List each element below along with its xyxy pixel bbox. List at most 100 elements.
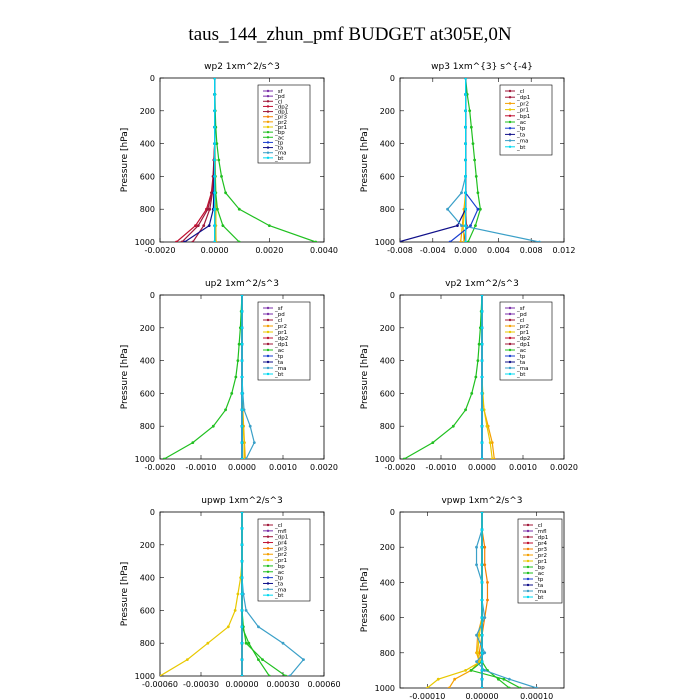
legend-marker-tp [508, 127, 512, 130]
legend-marker-dp1 [526, 535, 530, 539]
series-line-dp1 [181, 78, 216, 242]
y-tick-label: 800 [140, 639, 155, 648]
legend-marker-dp1 [508, 96, 512, 99]
series-point-bt [213, 207, 217, 211]
series-point-bt [213, 175, 217, 178]
legend-marker-dp1 [266, 342, 270, 346]
y-tick-label: 400 [140, 574, 155, 583]
legend-marker-cl [526, 523, 530, 527]
legend-marker-pr2 [266, 120, 270, 124]
legend-label: _cl [274, 318, 283, 324]
series-point-bt [240, 512, 244, 514]
legend: _sf_pd_cl_pr2_pr1_dp2_dp1_ac_tp_ta_ma_bt [499, 301, 553, 381]
series-point-pr3 [483, 545, 487, 549]
series-point-ta [183, 240, 186, 242]
legend-label: _dp1 [274, 342, 288, 348]
series-group [402, 295, 496, 459]
series-point-pr1 [482, 408, 486, 412]
legend-marker-pr2 [266, 553, 270, 556]
series-point-bt [480, 375, 484, 379]
legend-label: _pr3 [534, 547, 548, 553]
series-point-ma [302, 658, 305, 661]
legend-label: _dp1 [516, 342, 530, 348]
series-point-pr1 [436, 677, 440, 681]
series-point-pr2 [490, 441, 494, 444]
legend-label: _bt [274, 372, 284, 378]
legend-marker-pr2 [266, 324, 270, 328]
series-point-bt [480, 616, 484, 619]
legend-marker-dp2 [266, 105, 270, 108]
legend-label: _ma [274, 366, 286, 372]
series-point-bt [240, 625, 244, 629]
series-point-bt [480, 441, 484, 444]
series-point-pr1 [226, 625, 230, 629]
series-point-bt [213, 191, 217, 195]
legend-label: _ac [516, 348, 526, 354]
series-point-ac [477, 342, 481, 346]
y-axis-label: Pressure [hPa] [360, 128, 370, 193]
legend-label: _pd [274, 312, 285, 318]
y-tick-label: 0 [390, 74, 395, 83]
legend-box [499, 301, 553, 381]
series-point-bt [240, 326, 244, 330]
legend-label: _ma [534, 589, 546, 595]
series-point-bt [480, 677, 484, 681]
series-point-pr2 [447, 686, 451, 688]
series-point-ac [244, 641, 248, 645]
series-point-bt [240, 543, 244, 547]
legend-marker-pr1 [508, 330, 512, 334]
legend-marker-tp [508, 354, 512, 358]
series-point-ac [221, 224, 225, 228]
series-point-ma [475, 563, 478, 567]
x-tick-label: 0.000 [454, 246, 477, 255]
series-line-ta [400, 78, 467, 242]
series-point-bp [267, 674, 271, 676]
y-tick-label: 400 [380, 140, 395, 149]
legend-marker-bt [266, 372, 270, 376]
x-tick-label: -0.008 [387, 246, 413, 255]
legend-marker-pd [266, 94, 270, 98]
series-point-ta [397, 241, 400, 244]
y-tick-label: 600 [140, 606, 155, 615]
y-tick-label: 400 [140, 357, 155, 366]
legend-marker-pr1 [526, 559, 530, 563]
legend-label: _ta [274, 146, 283, 152]
legend-marker-pr3 [526, 547, 530, 551]
legend-marker-dp1 [508, 342, 512, 346]
y-tick-label: 200 [380, 107, 395, 116]
legend-label: _tp [516, 126, 526, 132]
series-point-dp2 [194, 224, 197, 228]
series-point-ac [476, 359, 480, 362]
series-point-bt [480, 669, 484, 672]
series-line-ac [465, 78, 481, 242]
legend-marker-tp [526, 577, 530, 581]
series-point-bt [240, 295, 244, 297]
series-line-ac [403, 295, 483, 459]
legend-label: _ta [516, 132, 525, 138]
legend-marker-bt [266, 593, 270, 597]
legend-marker-ma [266, 366, 270, 370]
legend-label: _pr2 [274, 552, 287, 558]
legend-box [257, 301, 311, 381]
series-point-bp [224, 191, 228, 195]
series-line-pr1 [160, 512, 243, 676]
series-point-bt [240, 424, 244, 428]
x-tick-label: 0.00030 [266, 680, 299, 689]
series-point-bt [213, 93, 217, 96]
x-tick-label: -0.004 [420, 246, 446, 255]
x-tick-label: 0.0020 [255, 246, 283, 255]
series-point-pr1 [477, 633, 481, 637]
x-tick-label: 0.004 [487, 246, 510, 255]
legend-label: _pr2 [516, 324, 529, 330]
x-tick-label: -0.0010 [186, 463, 217, 472]
y-tick-label: 0 [390, 508, 395, 517]
x-tick-label: 0.00010 [520, 692, 553, 700]
legend-marker-pr2 [526, 553, 530, 557]
series-point-bt [480, 633, 484, 637]
series-point-bt [480, 424, 484, 428]
series-point-bt [480, 686, 484, 688]
legend-label: _ac [534, 571, 544, 577]
series-point-pr1 [242, 441, 246, 444]
series-point-ac [431, 441, 435, 444]
y-tick-label: 600 [140, 389, 155, 398]
